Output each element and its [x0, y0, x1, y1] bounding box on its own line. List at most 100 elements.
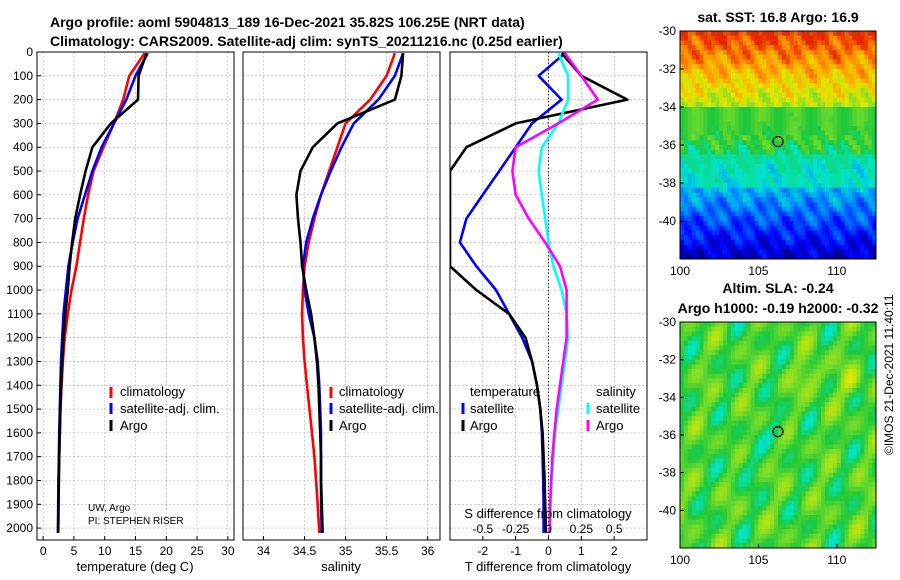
heatmap-cell: [848, 336, 854, 342]
heatmap-cell: [778, 164, 783, 170]
heatmap-cell: [738, 173, 744, 179]
heatmap-cell: [738, 449, 744, 455]
heatmap-cell: [789, 369, 795, 375]
heatmap-cell: [778, 69, 783, 75]
heatmap-cell: [742, 173, 748, 179]
heatmap-cell: [832, 340, 838, 347]
heatmap-cell: [872, 107, 876, 113]
heatmap-cell: [683, 444, 689, 450]
heatmap-cell: [852, 420, 857, 427]
heatmap-cell: [836, 529, 842, 535]
heatmap-cell: [793, 173, 799, 179]
heatmap-cell: [707, 444, 712, 450]
heatmap-cell: [734, 524, 740, 530]
heatmap-cell: [828, 331, 834, 337]
heatmap-cell: [840, 510, 846, 516]
heatmap-cell: [809, 378, 814, 384]
heatmap-cell: [852, 54, 857, 61]
heatmap-cell: [742, 373, 748, 380]
heatmap-cell: [680, 244, 685, 251]
heatmap-cell: [691, 322, 697, 328]
heatmap-cell: [723, 373, 728, 380]
heatmap-cell: [746, 149, 752, 156]
heatmap-cell: [750, 345, 756, 351]
heatmap-cell: [766, 524, 771, 530]
heatmap-cell: [695, 140, 701, 146]
heatmap-cell: [864, 373, 869, 380]
heatmap-cell: [828, 402, 834, 408]
heatmap-cell: [797, 449, 803, 455]
heatmap-cell: [754, 159, 759, 165]
heatmap-cell: [699, 225, 705, 232]
heatmap-cell: [821, 249, 826, 255]
heatmap-cell: [746, 435, 752, 441]
heatmap-cell: [856, 336, 861, 342]
heatmap-cell: [813, 416, 818, 422]
heatmap-cell: [683, 364, 689, 370]
heatmap-cell: [711, 249, 716, 255]
heatmap-cell: [817, 463, 822, 469]
credit-line1: UW, Argo: [88, 503, 131, 514]
heatmap-cell: [864, 244, 869, 251]
heatmap-cell: [766, 40, 771, 46]
heatmap-cell: [805, 449, 810, 455]
heatmap-cell: [840, 140, 846, 146]
heatmap-cell: [750, 500, 756, 507]
heatmap-cell: [778, 121, 783, 127]
heatmap-cell: [789, 519, 795, 526]
heatmap-cell: [797, 416, 803, 422]
heatmap-cell: [699, 378, 705, 384]
heatmap-cell: [711, 467, 716, 474]
heatmap-cell: [825, 59, 830, 65]
heatmap-cell: [868, 130, 873, 137]
heatmap-cell: [711, 149, 716, 156]
heatmap-cell: [778, 402, 783, 408]
heatmap-cell: [805, 439, 810, 446]
heatmap-cell: [856, 149, 861, 156]
heatmap-cell: [852, 69, 857, 75]
heatmap-cell: [730, 35, 736, 42]
heatmap-cell: [746, 78, 752, 84]
heatmap-cell: [758, 159, 763, 165]
heatmap-cell: [750, 145, 756, 151]
heatmap-cell: [828, 159, 834, 165]
heatmap-cell: [852, 477, 857, 483]
heatmap-cell: [836, 140, 842, 146]
lon-tick-label: 105: [748, 264, 768, 278]
heatmap-cell: [856, 453, 861, 460]
heatmap-cell: [687, 402, 693, 408]
heatmap-cell: [797, 533, 803, 540]
heatmap-cell: [789, 500, 795, 507]
heatmap-cell: [840, 383, 846, 389]
heatmap-cell: [860, 420, 865, 427]
heatmap-cell: [821, 154, 826, 160]
heatmap-cell: [683, 538, 689, 544]
s-difference-x-ticks: -0.5 -0.25 0 0.25 0.5: [472, 522, 622, 536]
heatmap-cell: [754, 354, 759, 361]
heatmap-cell: [848, 411, 854, 417]
heatmap-cell: [680, 519, 685, 526]
heatmap-cell: [707, 244, 712, 251]
heatmap-cell: [817, 88, 822, 94]
heatmap-cell: [754, 135, 759, 141]
heatmap-cell: [836, 197, 842, 203]
heatmap-cell: [774, 31, 779, 37]
heatmap-cell: [840, 64, 846, 70]
heatmap-cell: [723, 40, 728, 46]
heatmap-cell: [742, 240, 748, 246]
heatmap-cell: [785, 500, 791, 507]
heatmap-cell: [813, 192, 818, 198]
heatmap-cell: [797, 486, 803, 493]
heatmap-cell: [872, 383, 876, 389]
heatmap-cell: [774, 449, 779, 455]
heatmap-cell: [832, 326, 838, 333]
heatmap-cell: [852, 364, 857, 370]
heatmap-cell: [770, 458, 775, 464]
heatmap-cell: [828, 83, 834, 89]
heatmap-cell: [703, 500, 709, 507]
heatmap-cell: [691, 467, 697, 474]
heatmap-cell: [727, 35, 732, 42]
heatmap-cell: [687, 173, 693, 179]
heatmap-cell: [840, 92, 846, 99]
heatmap-cell: [844, 45, 850, 51]
